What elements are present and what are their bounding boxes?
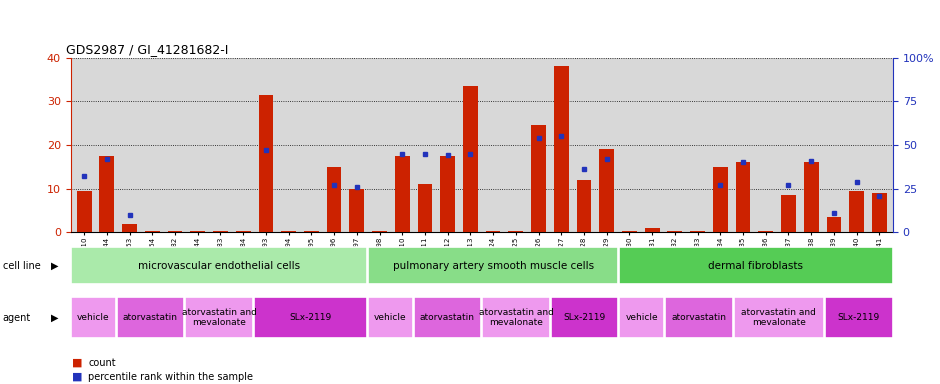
Bar	[258, 95, 274, 232]
Bar	[736, 162, 750, 232]
Bar	[77, 191, 91, 232]
Text: ■: ■	[72, 358, 83, 368]
Bar	[350, 189, 364, 232]
Bar	[759, 231, 773, 232]
Bar	[414, 298, 481, 338]
Bar	[826, 217, 841, 232]
Text: SLx-2119: SLx-2119	[563, 313, 605, 322]
Text: atorvastatin and
mevalonate: atorvastatin and mevalonate	[478, 308, 554, 328]
Text: cell line: cell line	[3, 261, 40, 271]
Bar	[619, 247, 893, 285]
Bar	[254, 298, 367, 338]
Bar	[622, 231, 636, 232]
Bar	[304, 231, 319, 232]
Bar	[145, 231, 160, 232]
Bar	[395, 156, 410, 232]
Text: atorvastatin: atorvastatin	[123, 313, 178, 322]
Bar	[849, 191, 864, 232]
Bar	[70, 298, 116, 338]
Bar	[417, 184, 432, 232]
Text: ▶: ▶	[51, 261, 58, 271]
Bar	[236, 231, 251, 232]
Text: percentile rank within the sample: percentile rank within the sample	[88, 372, 254, 382]
Bar	[825, 298, 893, 338]
Bar	[551, 298, 619, 338]
Bar	[531, 125, 546, 232]
Bar	[872, 193, 886, 232]
Text: vehicle: vehicle	[625, 313, 658, 322]
Bar	[327, 167, 341, 232]
Text: ■: ■	[72, 372, 83, 382]
Bar	[619, 298, 664, 338]
Text: microvascular endothelial cells: microvascular endothelial cells	[138, 261, 300, 271]
Bar	[554, 66, 569, 232]
Bar	[576, 180, 591, 232]
Bar	[713, 167, 728, 232]
Bar	[372, 231, 387, 232]
Bar	[281, 231, 296, 232]
Text: atorvastatin: atorvastatin	[671, 313, 727, 322]
Text: dermal fibroblasts: dermal fibroblasts	[709, 261, 804, 271]
Bar	[213, 231, 227, 232]
Bar	[100, 156, 115, 232]
Text: atorvastatin and
mevalonate: atorvastatin and mevalonate	[742, 308, 816, 328]
Text: agent: agent	[3, 313, 31, 323]
Bar	[167, 231, 182, 232]
Bar	[733, 298, 824, 338]
Bar	[368, 298, 413, 338]
Bar	[440, 156, 455, 232]
Bar	[665, 298, 732, 338]
Bar	[804, 162, 819, 232]
Text: ▶: ▶	[51, 313, 58, 323]
Bar	[463, 86, 478, 232]
Text: SLx-2119: SLx-2119	[838, 313, 880, 322]
Text: SLx-2119: SLx-2119	[290, 313, 332, 322]
Bar	[667, 231, 682, 232]
Bar	[482, 298, 550, 338]
Bar	[122, 223, 137, 232]
Bar	[70, 247, 367, 285]
Text: atorvastatin: atorvastatin	[420, 313, 475, 322]
Bar	[600, 149, 614, 232]
Bar	[690, 231, 705, 232]
Text: vehicle: vehicle	[374, 313, 407, 322]
Text: vehicle: vehicle	[77, 313, 110, 322]
Bar	[486, 231, 500, 232]
Bar	[368, 247, 619, 285]
Bar	[509, 231, 524, 232]
Bar	[645, 228, 660, 232]
Text: atorvastatin and
mevalonate: atorvastatin and mevalonate	[181, 308, 257, 328]
Text: count: count	[88, 358, 116, 368]
Text: GDS2987 / GI_41281682-I: GDS2987 / GI_41281682-I	[67, 43, 228, 56]
Bar	[191, 231, 205, 232]
Bar	[781, 195, 796, 232]
Text: pulmonary artery smooth muscle cells: pulmonary artery smooth muscle cells	[393, 261, 594, 271]
Bar	[117, 298, 184, 338]
Bar	[185, 298, 253, 338]
